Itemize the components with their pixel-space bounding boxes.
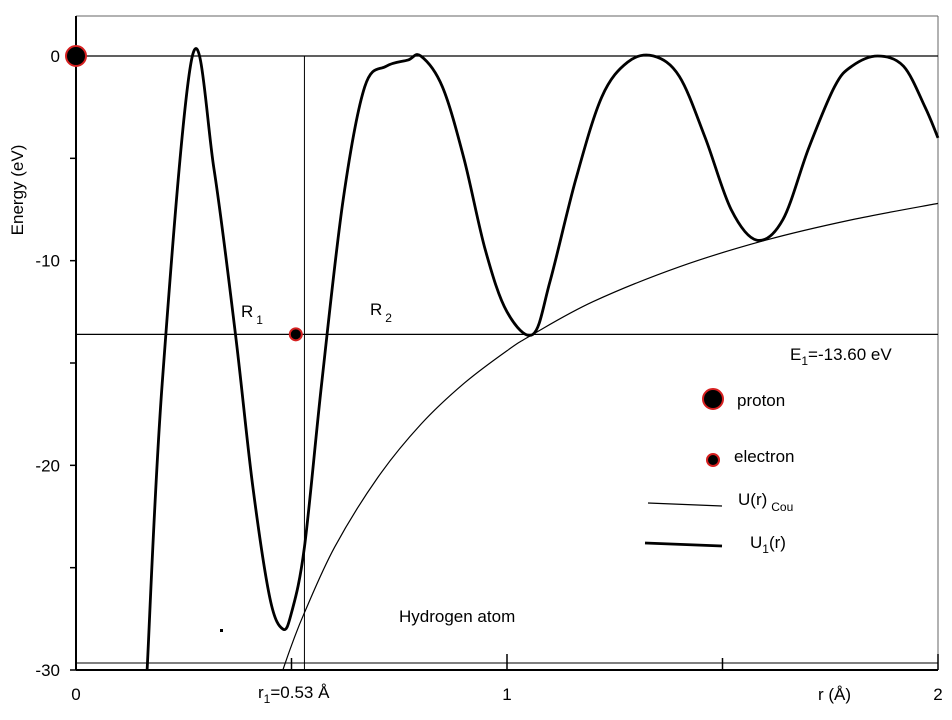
y-tick-label: -10 bbox=[35, 252, 60, 271]
r1-rest: =0.53 Å bbox=[270, 683, 330, 702]
series-u1-r bbox=[145, 47, 940, 671]
legend-coulomb-sub: Cou bbox=[771, 500, 793, 514]
y-tick-label: -30 bbox=[35, 661, 60, 680]
E1-main: E bbox=[790, 345, 801, 364]
proton-marker bbox=[65, 45, 87, 67]
x-tick-label: 1 bbox=[502, 685, 511, 704]
x-tick-label: 2 bbox=[933, 685, 942, 704]
R2-sub: 2 bbox=[385, 311, 392, 325]
E1-sub: 1 bbox=[801, 354, 808, 368]
legend-electron-marker bbox=[706, 453, 720, 467]
legend-u1-sub: 1 bbox=[762, 542, 769, 556]
hydrogen-atom-caption: Hydrogen atom bbox=[399, 607, 515, 626]
legend-electron-label: electron bbox=[734, 447, 794, 466]
legend-u1-line bbox=[644, 541, 723, 548]
y-tick-label: -20 bbox=[35, 456, 60, 475]
legend: proton electron U(r) Cou U1(r) bbox=[644, 388, 794, 556]
r1-main: r bbox=[258, 683, 264, 702]
legend-coulomb-label: U(r) Cou bbox=[738, 490, 793, 514]
R1-main: R bbox=[241, 302, 253, 321]
E1-rest: =-13.60 eV bbox=[808, 345, 892, 364]
legend-coulomb-line bbox=[647, 502, 723, 507]
r1-sub: 1 bbox=[264, 692, 271, 706]
legend-u1-main: U bbox=[750, 533, 762, 552]
axis-tick-labels: 0 -10 -20 -30 0 1 2 bbox=[35, 47, 942, 704]
marker-layer bbox=[65, 45, 303, 342]
legend-u1-label: U1(r) bbox=[750, 533, 786, 556]
electron-marker bbox=[288, 327, 303, 342]
x-axis-title: r (Å) bbox=[818, 685, 851, 704]
x-tick-label: 0 bbox=[71, 685, 80, 704]
r1-label: r1=0.53 Å bbox=[258, 683, 330, 706]
R2-main: R bbox=[370, 300, 382, 319]
legend-proton-marker bbox=[702, 388, 724, 410]
E1-label: E1=-13.60 eV bbox=[790, 345, 892, 368]
legend-u1-rest: (r) bbox=[769, 533, 786, 552]
series-u-r-cou bbox=[282, 202, 939, 671]
legend-coulomb-main: U(r) bbox=[738, 490, 767, 509]
legend-proton-label: proton bbox=[737, 391, 785, 410]
R1-sub: 1 bbox=[256, 313, 263, 327]
stray-dot bbox=[220, 629, 223, 632]
series-layer bbox=[76, 47, 940, 671]
y-tick-label: 0 bbox=[51, 47, 60, 66]
y-axis-title: Energy (eV) bbox=[8, 145, 27, 236]
